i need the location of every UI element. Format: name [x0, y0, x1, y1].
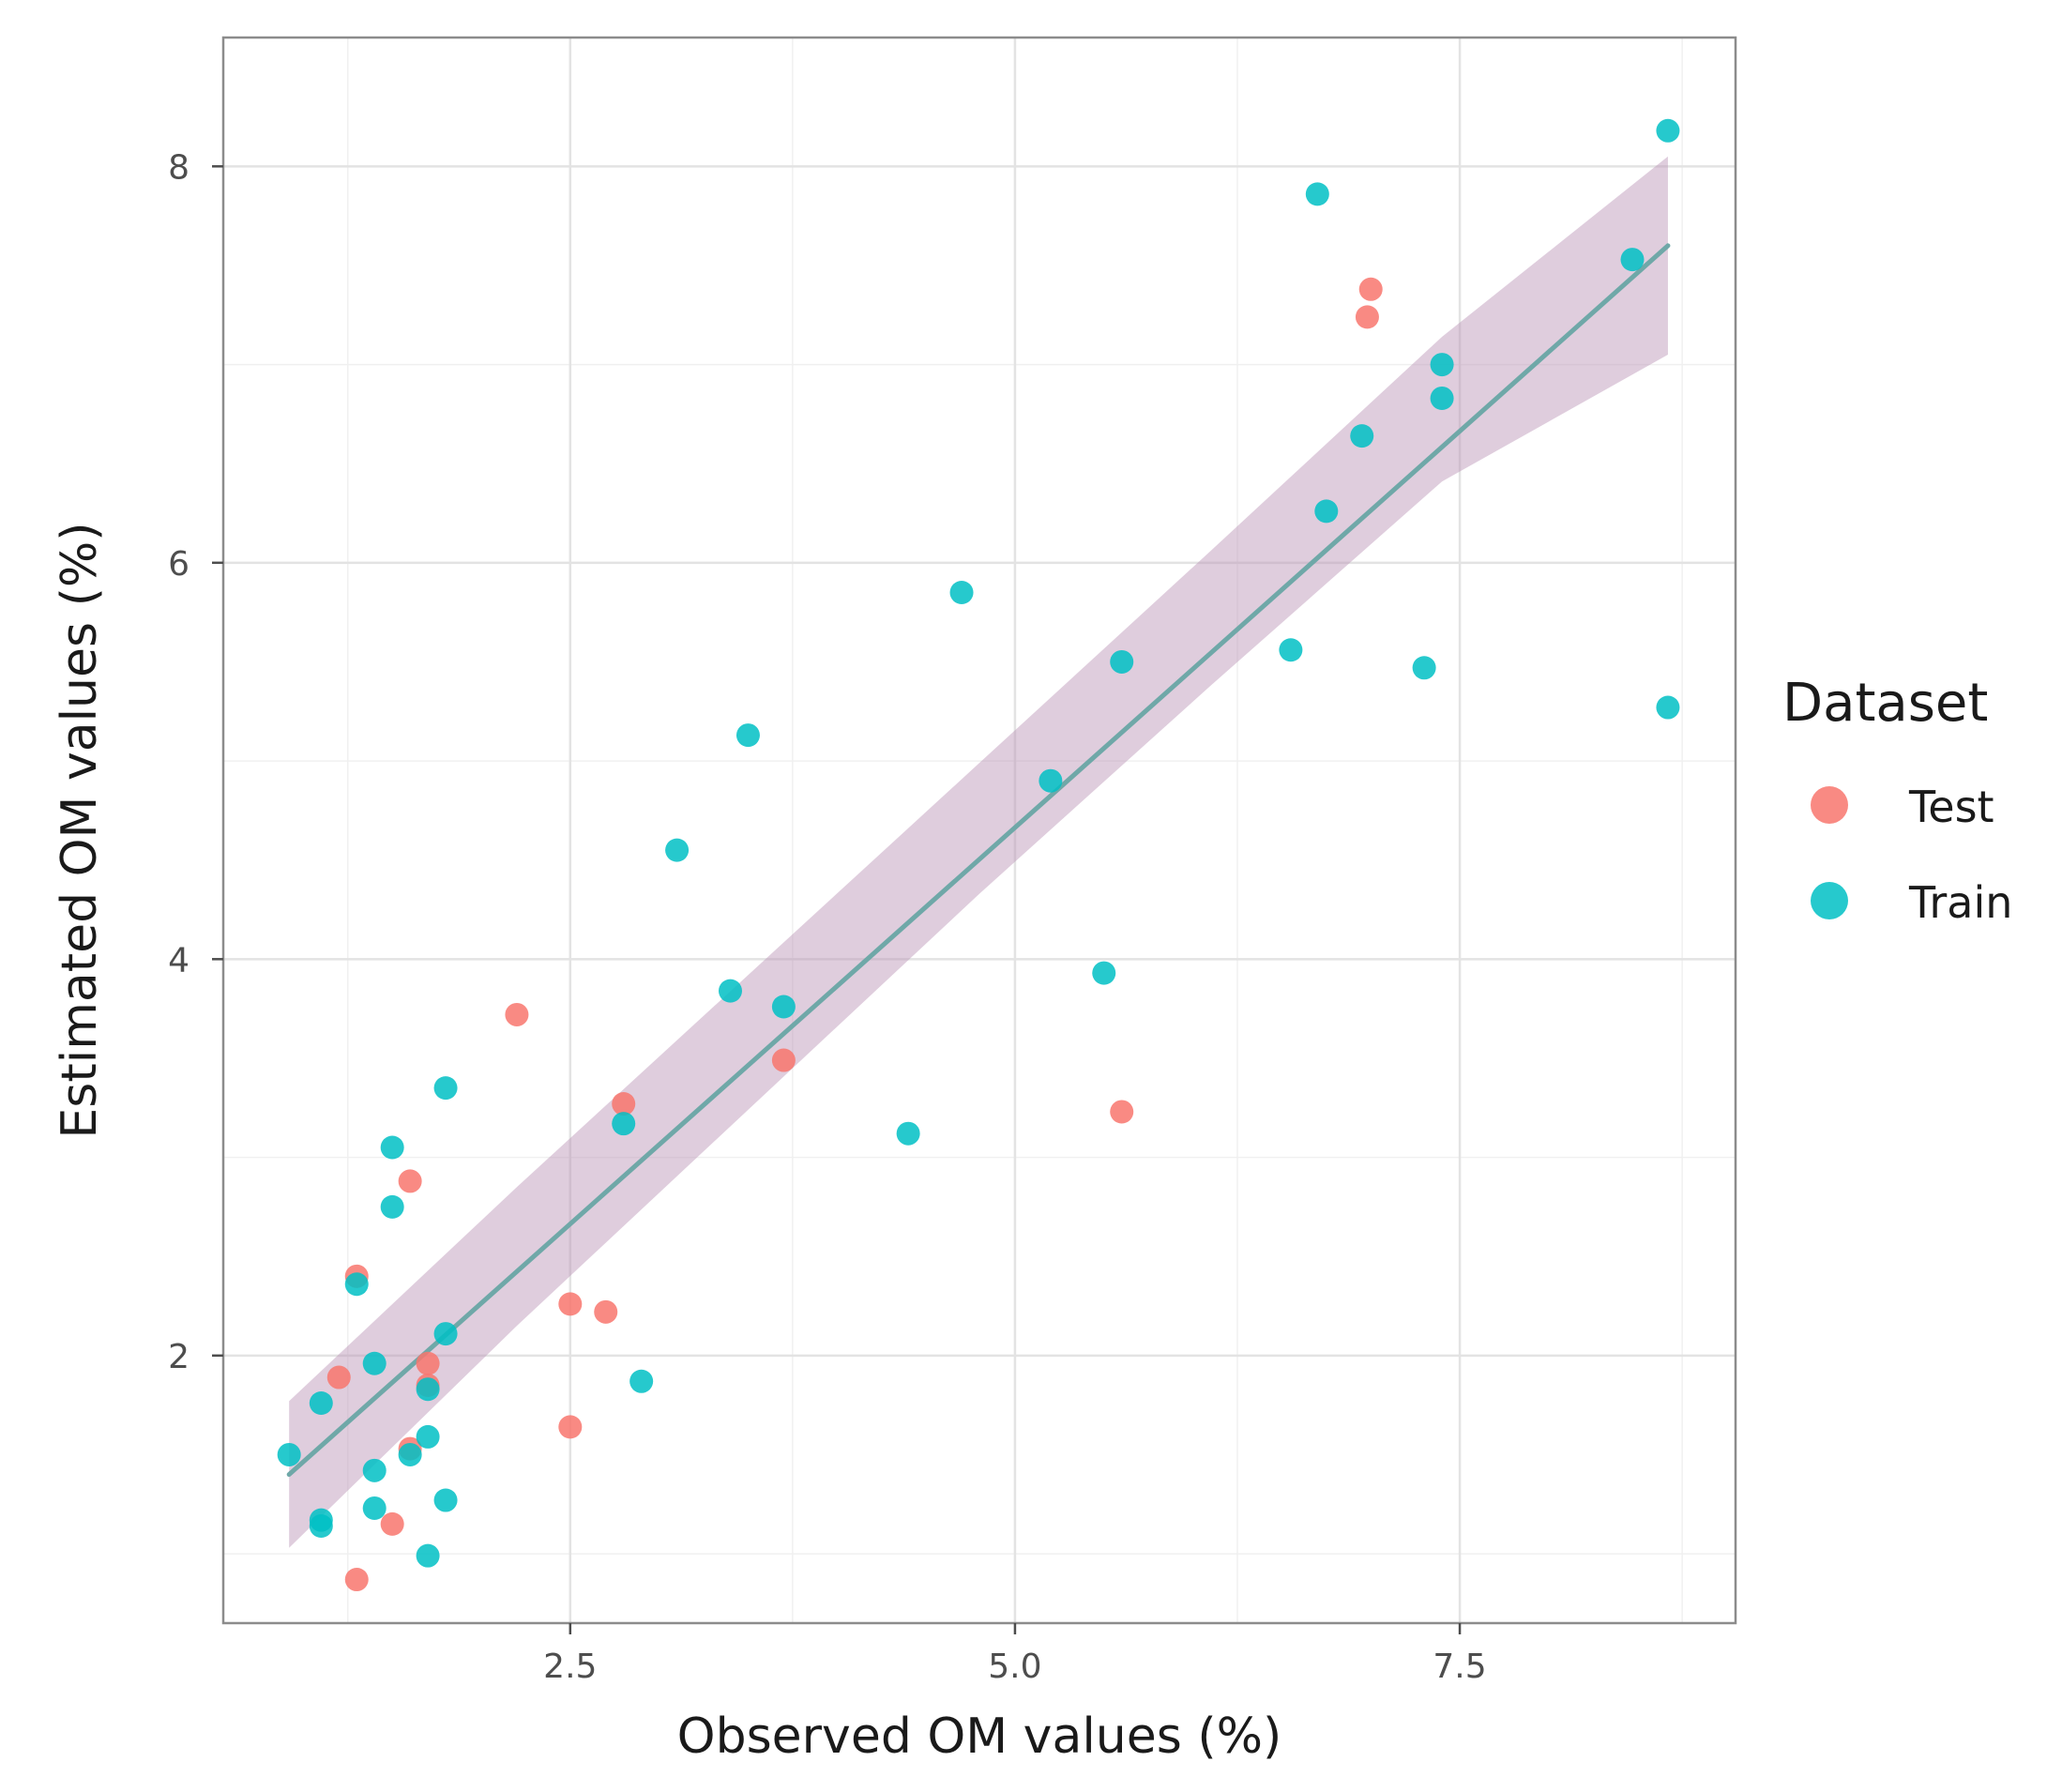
data-point-train	[771, 995, 796, 1019]
legend: Dataset Test Train	[1782, 673, 2012, 928]
data-points-layer	[277, 118, 1680, 1592]
data-point-train	[1656, 118, 1680, 143]
data-point-train	[380, 1135, 404, 1160]
data-point-train	[1620, 248, 1645, 272]
data-point-train	[416, 1424, 440, 1449]
data-point-test	[416, 1351, 440, 1375]
legend-label-test: Test	[1908, 782, 1994, 832]
data-point-test	[380, 1511, 404, 1536]
y-tick-label: 2	[168, 1338, 190, 1376]
data-point-test	[505, 1002, 529, 1026]
y-axis-title: Estimated OM values (%)	[52, 522, 108, 1138]
data-point-test	[594, 1299, 618, 1324]
data-point-train	[416, 1543, 440, 1568]
data-point-train	[612, 1112, 636, 1136]
x-tick-label: 5.0	[988, 1648, 1041, 1686]
data-point-train	[277, 1442, 301, 1466]
data-point-test	[1358, 277, 1383, 301]
data-point-train	[1110, 649, 1134, 674]
x-axis-title: Observed OM values (%)	[677, 1708, 1282, 1765]
data-point-test	[558, 1415, 583, 1439]
data-point-train	[1430, 353, 1454, 377]
data-point-train	[344, 1272, 369, 1297]
data-point-train	[433, 1076, 458, 1101]
series-train	[277, 118, 1680, 1568]
data-point-test	[398, 1169, 422, 1193]
data-point-test	[558, 1292, 583, 1316]
data-point-train	[735, 723, 760, 748]
data-point-train	[398, 1442, 422, 1466]
data-point-train	[1039, 768, 1063, 793]
plot-panel	[221, 36, 1737, 1625]
data-point-test	[326, 1365, 351, 1390]
axes-layer: 2.5 5.0 7.5 2 4 6 8	[168, 148, 1487, 1686]
y-tick-label: 4	[168, 941, 190, 980]
data-point-test	[612, 1092, 636, 1116]
data-point-train	[718, 979, 742, 1003]
grid-lines	[223, 38, 1736, 1623]
x-tick-label: 7.5	[1433, 1648, 1486, 1686]
data-point-train	[1279, 638, 1303, 662]
data-point-test	[1355, 305, 1379, 329]
data-point-test	[771, 1048, 796, 1072]
y-tick-label: 6	[168, 545, 190, 584]
legend-key-train	[1811, 882, 1848, 919]
data-point-train	[896, 1121, 920, 1146]
data-point-train	[1350, 424, 1374, 448]
regression-line	[286, 243, 1671, 1478]
data-point-train	[309, 1513, 333, 1538]
data-point-train	[433, 1488, 458, 1512]
panel-border	[221, 36, 1737, 1625]
data-point-train	[362, 1351, 387, 1375]
legend-label-train: Train	[1908, 877, 2012, 928]
data-point-train	[1305, 182, 1329, 206]
data-point-train	[433, 1322, 458, 1346]
data-point-train	[380, 1194, 404, 1219]
legend-title: Dataset	[1782, 673, 1988, 734]
y-tick-label: 8	[168, 148, 190, 187]
data-point-train	[1430, 386, 1454, 410]
data-point-train	[1092, 961, 1116, 985]
data-point-train	[1656, 695, 1680, 720]
data-point-train	[629, 1369, 654, 1393]
data-point-test	[344, 1568, 369, 1592]
panel-background	[223, 38, 1736, 1623]
x-tick-label: 2.5	[543, 1648, 597, 1686]
series-test	[326, 277, 1383, 1592]
data-point-train	[1314, 499, 1339, 524]
data-point-train	[1412, 656, 1436, 680]
data-point-train	[949, 581, 974, 604]
data-point-train	[362, 1458, 387, 1482]
data-point-train	[665, 838, 690, 862]
data-point-test	[1110, 1100, 1134, 1124]
data-point-train	[309, 1391, 333, 1416]
data-point-train	[362, 1496, 387, 1520]
legend-key-test	[1811, 786, 1848, 824]
data-point-train	[416, 1377, 440, 1402]
